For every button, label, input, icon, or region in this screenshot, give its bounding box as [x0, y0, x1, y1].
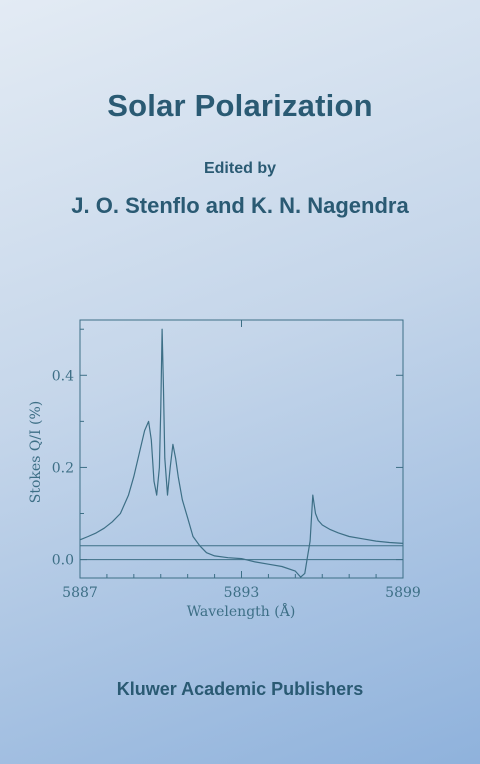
x-tick-label: 5893 [224, 585, 260, 601]
series-line [79, 328, 404, 578]
plot-frame [79, 319, 404, 579]
publisher-name: Kluwer Academic Publishers [116, 679, 364, 699]
book-title: Solar Polarization [107, 88, 373, 123]
y-tick-label: 0.0 [52, 553, 74, 569]
y-axis-label: Stokes Q/I (%) [28, 401, 44, 503]
edited-by-label: Edited by [203, 160, 276, 177]
editors-names: J. O. Stenflo and K. N. Nagendra [71, 193, 409, 218]
y-tick-label: 0.4 [52, 368, 74, 384]
x-axis-label: Wavelength (Å) [187, 602, 296, 620]
x-tick-label: 5899 [385, 585, 421, 601]
x-tick-label: 5887 [62, 585, 98, 601]
y-tick-label: 0.2 [52, 460, 74, 476]
